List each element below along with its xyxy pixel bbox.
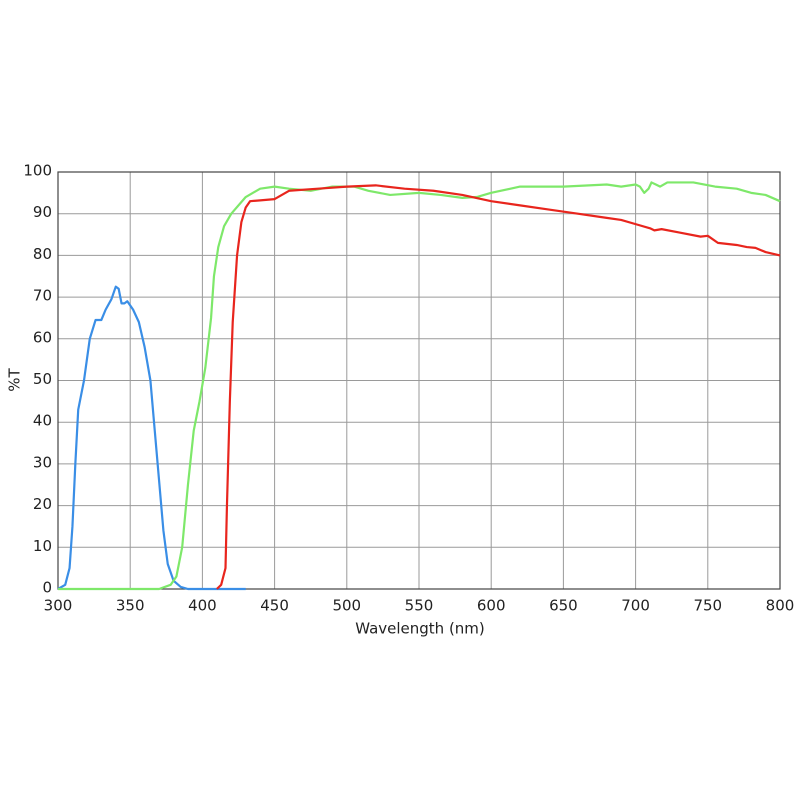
x-tick-label: 450 bbox=[260, 597, 289, 615]
x-tick-label: 600 bbox=[477, 597, 506, 615]
x-tick-label: 800 bbox=[766, 597, 795, 615]
y-tick-label: 70 bbox=[33, 287, 52, 305]
y-tick-label: 90 bbox=[33, 203, 52, 221]
y-tick-label: 20 bbox=[33, 495, 52, 513]
y-axis-label: %T bbox=[6, 367, 24, 391]
y-tick-label: 0 bbox=[42, 579, 52, 597]
y-tick-label: 30 bbox=[33, 453, 52, 471]
line-series bbox=[58, 181, 781, 591]
x-tick-label: 550 bbox=[405, 597, 434, 615]
plot-frame bbox=[57, 171, 781, 590]
y-tick-label: 60 bbox=[33, 328, 52, 346]
x-tick-label: 650 bbox=[549, 597, 578, 615]
y-tick-label: 40 bbox=[33, 412, 52, 430]
y-tick-label: 80 bbox=[33, 245, 52, 263]
x-tick-label: 400 bbox=[188, 597, 217, 615]
x-tick-label: 500 bbox=[332, 597, 361, 615]
x-tick-label: 350 bbox=[116, 597, 145, 615]
x-tick-label: 700 bbox=[621, 597, 650, 615]
x-tick-label: 750 bbox=[693, 597, 722, 615]
x-tick-label: 300 bbox=[44, 597, 73, 615]
y-tick-label: 50 bbox=[33, 370, 52, 388]
y-tick-label: 10 bbox=[33, 537, 52, 555]
y-tick-label: 100 bbox=[23, 162, 52, 180]
line-series bbox=[216, 184, 781, 590]
line-series bbox=[57, 285, 246, 591]
x-axis-label: Wavelength (nm) bbox=[355, 620, 485, 638]
